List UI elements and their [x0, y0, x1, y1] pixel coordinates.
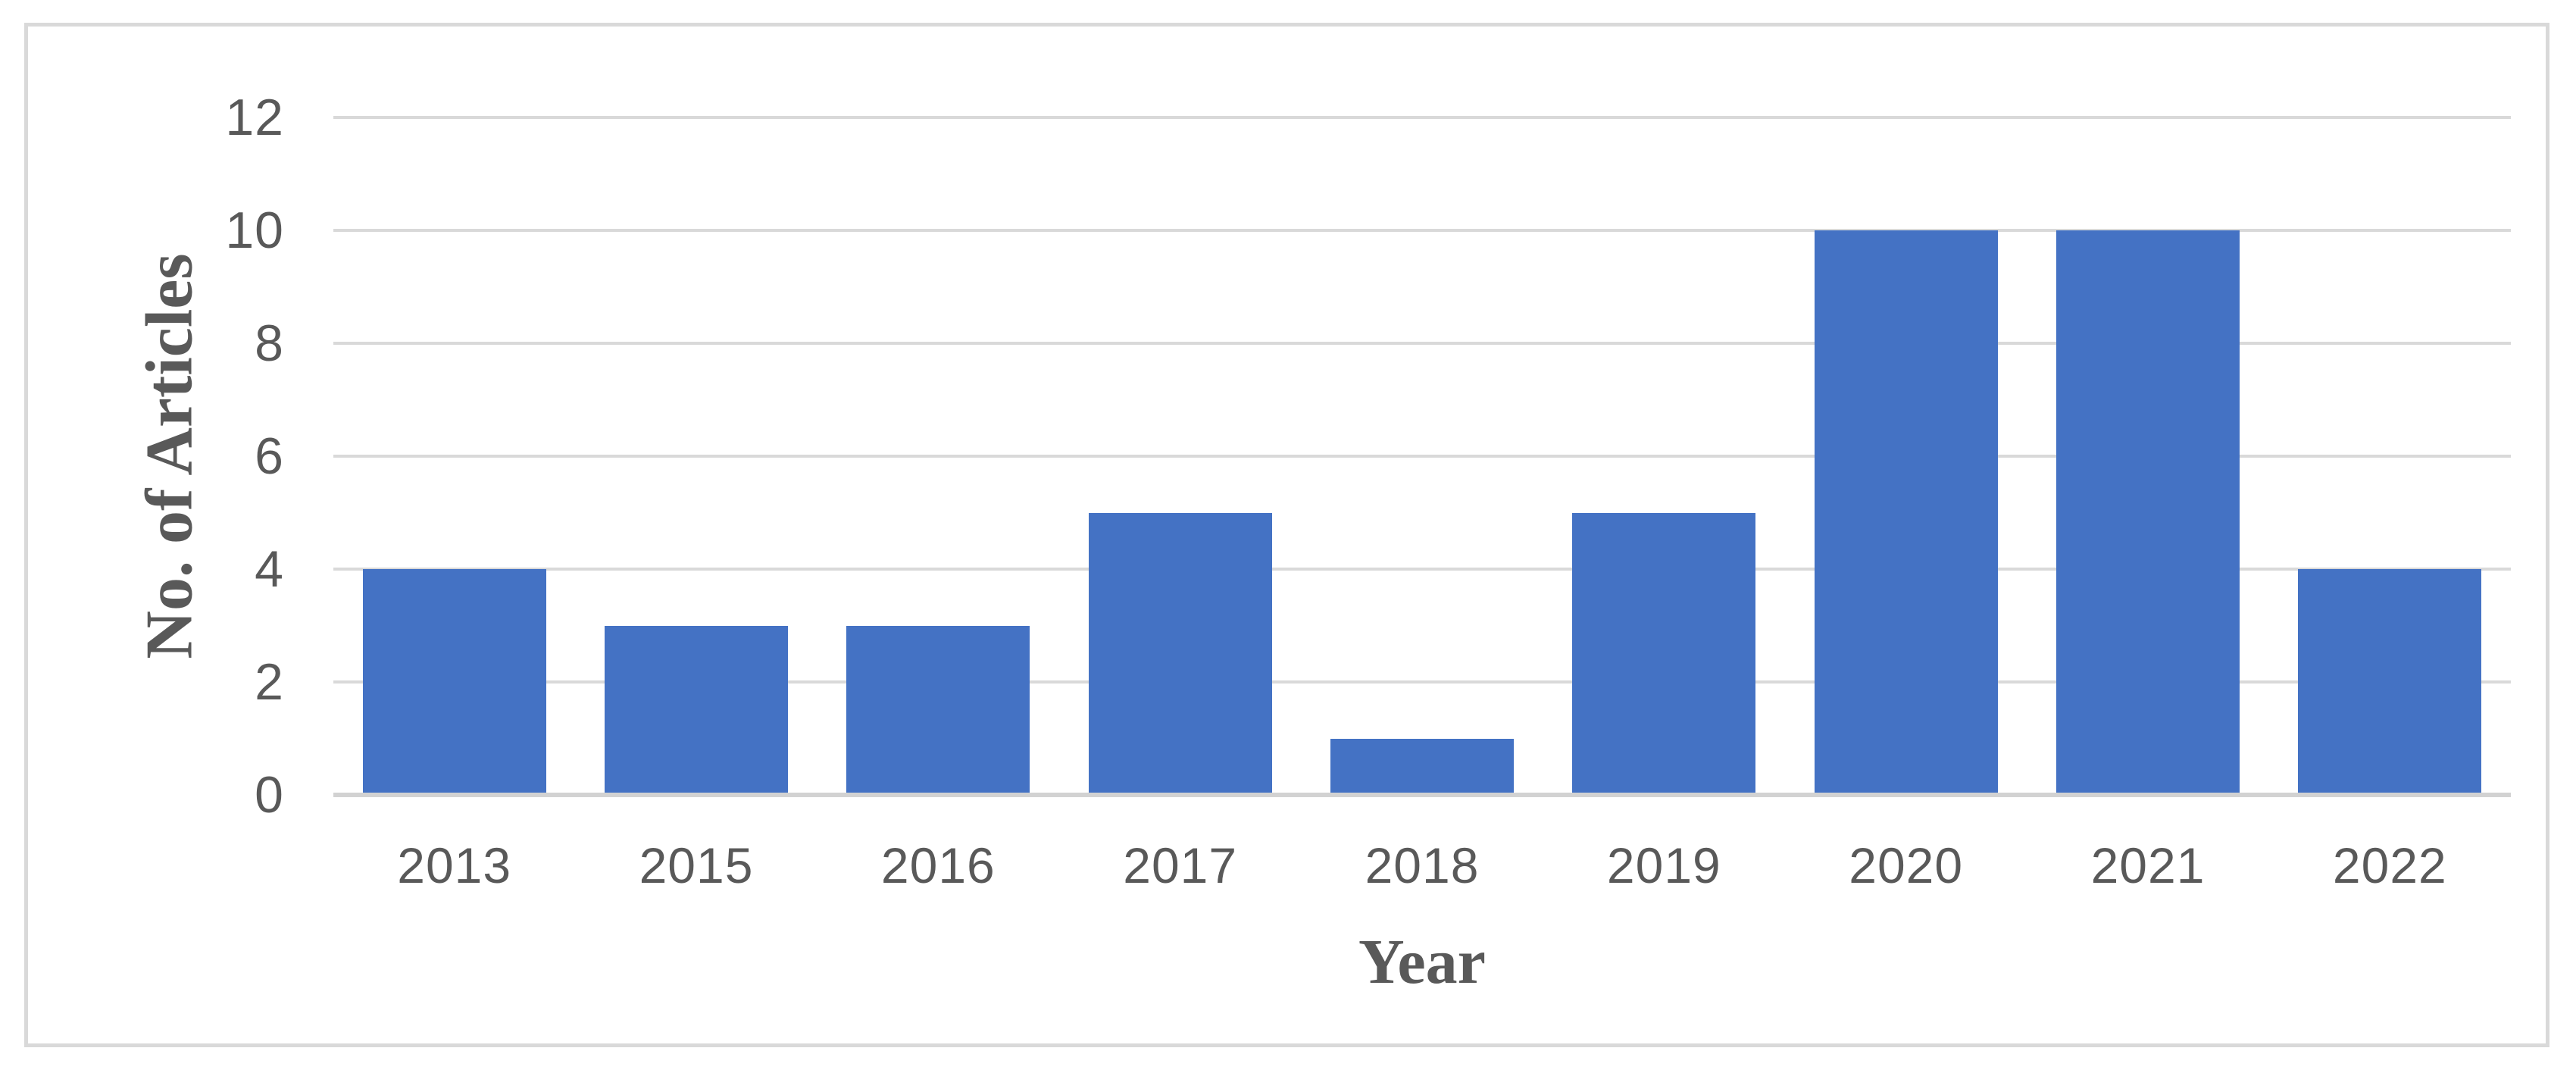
bar-2022 — [2298, 569, 2482, 795]
gridline-12 — [333, 116, 2511, 119]
bar-2015 — [605, 625, 788, 795]
y-tick-label-0: 0 — [255, 766, 284, 824]
y-tick-label-2: 2 — [255, 653, 284, 711]
bar-2016 — [846, 625, 1030, 795]
bar-2018 — [1330, 738, 1514, 795]
bar-2020 — [1814, 230, 1998, 795]
y-tick-label-4: 4 — [255, 540, 284, 598]
x-tick-label-2017: 2017 — [1123, 837, 1238, 893]
bar-2017 — [1088, 512, 1272, 795]
y-tick-label-10: 10 — [225, 202, 284, 259]
y-tick-label-8: 8 — [255, 314, 284, 372]
gridline-8 — [333, 342, 2511, 345]
y-tick-label-6: 6 — [255, 427, 284, 485]
x-tick-label-2019: 2019 — [1606, 837, 1721, 893]
y-tick-labels: 0 2 4 6 8 10 12 — [104, 92, 284, 821]
gridline-10 — [333, 229, 2511, 232]
gridline-4 — [333, 568, 2511, 571]
x-tick-label-2015: 2015 — [639, 837, 754, 893]
x-tick-label-2018: 2018 — [1365, 837, 1480, 893]
gridline-6 — [333, 455, 2511, 458]
plot-area — [333, 116, 2511, 797]
x-tick-label-2016: 2016 — [880, 837, 996, 893]
x-axis-title: Year — [1358, 927, 1486, 997]
x-tick-label-2021: 2021 — [2090, 837, 2206, 893]
y-tick-label-12: 12 — [225, 89, 284, 146]
x-tick-label-2020: 2020 — [1849, 837, 1964, 893]
x-tick-label-2013: 2013 — [397, 837, 512, 893]
bar-2019 — [1572, 512, 1756, 795]
bar-2021 — [2056, 230, 2240, 795]
x-tick-labels: 2013 2015 2016 2017 2018 2019 2020 2021 2022 — [333, 831, 2511, 899]
x-axis-line — [333, 793, 2511, 797]
gridline-2 — [333, 680, 2511, 684]
chart-frame: No. of Articles 0 2 4 6 8 10 12 2013 2015 2016 20… — [24, 23, 2549, 1047]
x-tick-label-2022: 2022 — [2332, 837, 2447, 893]
bar-2013 — [362, 569, 546, 795]
